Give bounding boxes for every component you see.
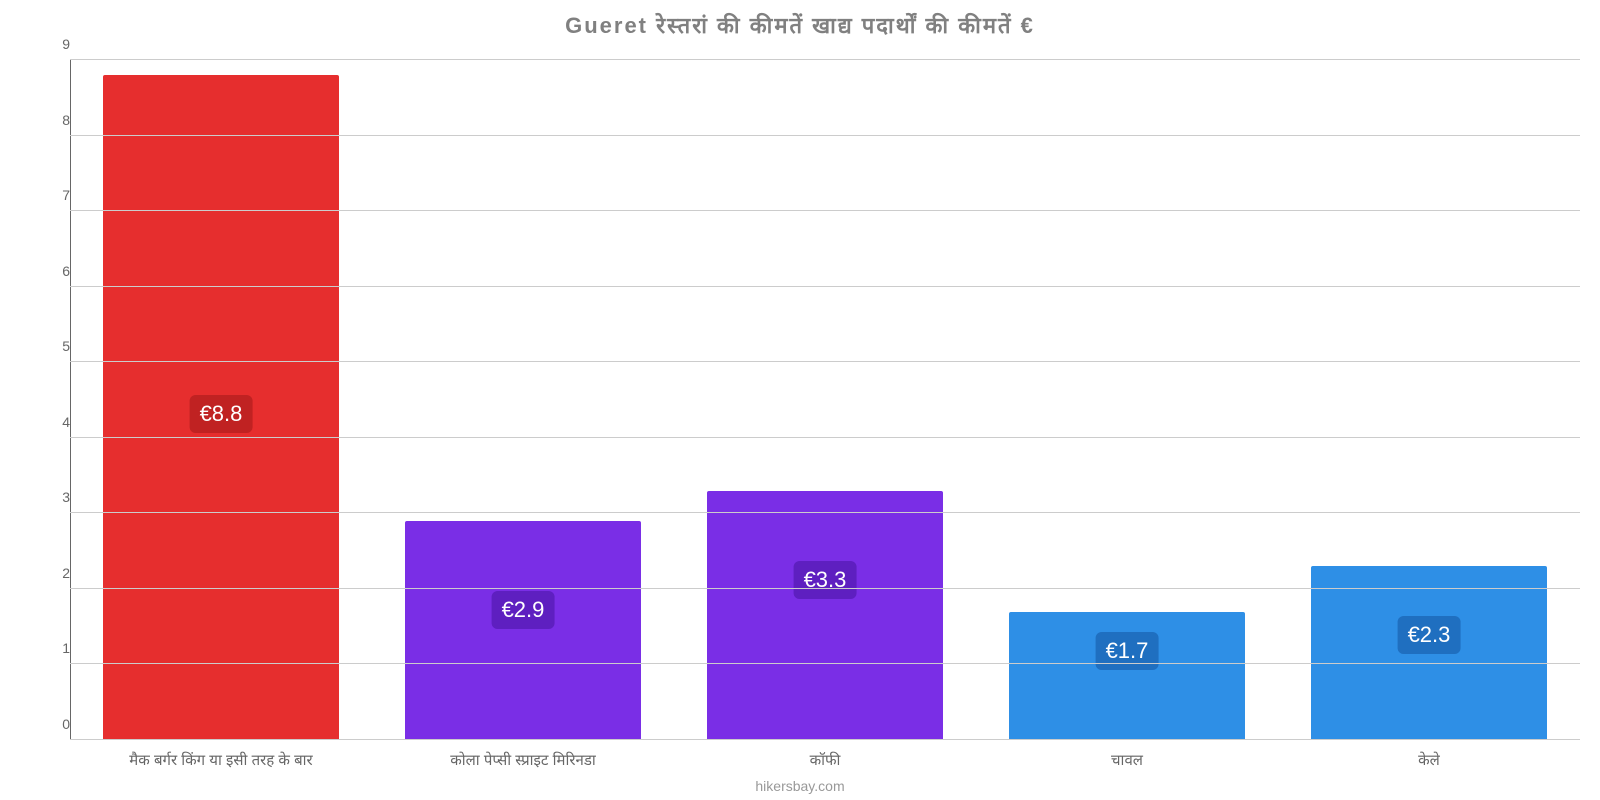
x-axis-label: केले [1278, 750, 1580, 770]
price-chart: Gueret रेस्तरां की कीमतें खाद्य पदार्थों… [0, 0, 1600, 800]
value-badge: €2.9 [492, 591, 555, 629]
y-tick-label: 3 [40, 489, 70, 505]
bar: €1.7 [1009, 612, 1245, 740]
y-tick-label: 2 [40, 565, 70, 581]
y-tick-label: 6 [40, 263, 70, 279]
y-tick-label: 4 [40, 414, 70, 430]
bar: €2.3 [1311, 566, 1547, 740]
x-axis-label: चावल [976, 750, 1278, 770]
grid-line [70, 663, 1580, 664]
bar-slot: €3.3 [674, 60, 976, 740]
source-label: hikersbay.com [0, 778, 1600, 794]
plot-area: 0123456789 €8.8€2.9€3.3€1.7€2.3 [40, 60, 1580, 740]
y-axis-line [70, 60, 71, 740]
bar: €8.8 [103, 75, 339, 740]
x-axis-label: मैक बर्गर किंग या इसी तरह के बार [70, 750, 372, 770]
grid-line [70, 437, 1580, 438]
grid-line [70, 739, 1580, 740]
value-badge: €8.8 [190, 395, 253, 433]
bar: €2.9 [405, 521, 641, 740]
x-axis-label: कोला पेप्सी स्प्राइट मिरिनडा [372, 750, 674, 770]
y-tick-label: 8 [40, 112, 70, 128]
y-tick-label: 7 [40, 187, 70, 203]
grid-line [70, 59, 1580, 60]
value-badge: €3.3 [794, 561, 857, 599]
bar-slot: €1.7 [976, 60, 1278, 740]
bar: €3.3 [707, 491, 943, 740]
y-tick-label: 5 [40, 338, 70, 354]
y-tick-label: 9 [40, 36, 70, 52]
grid-line [70, 135, 1580, 136]
y-tick-label: 0 [40, 716, 70, 732]
bar-slot: €8.8 [70, 60, 372, 740]
chart-title: Gueret रेस्तरां की कीमतें खाद्य पदार्थों… [0, 10, 1600, 40]
x-axis-labels: मैक बर्गर किंग या इसी तरह के बारकोला पेप… [70, 750, 1580, 770]
bars-area: €8.8 €2.9 €3.3 €1.7 €2.3 [70, 60, 1580, 740]
grid-line [70, 361, 1580, 362]
grid-line [70, 512, 1580, 513]
y-tick-label: 1 [40, 640, 70, 656]
grid-line [70, 286, 1580, 287]
x-axis-label: कॉफी [674, 750, 976, 770]
value-badge: €2.3 [1398, 616, 1461, 654]
grid-line [70, 588, 1580, 589]
y-axis: 0123456789 [40, 60, 70, 740]
grid-line [70, 210, 1580, 211]
bar-slot: €2.3 [1278, 60, 1580, 740]
bar-slot: €2.9 [372, 60, 674, 740]
